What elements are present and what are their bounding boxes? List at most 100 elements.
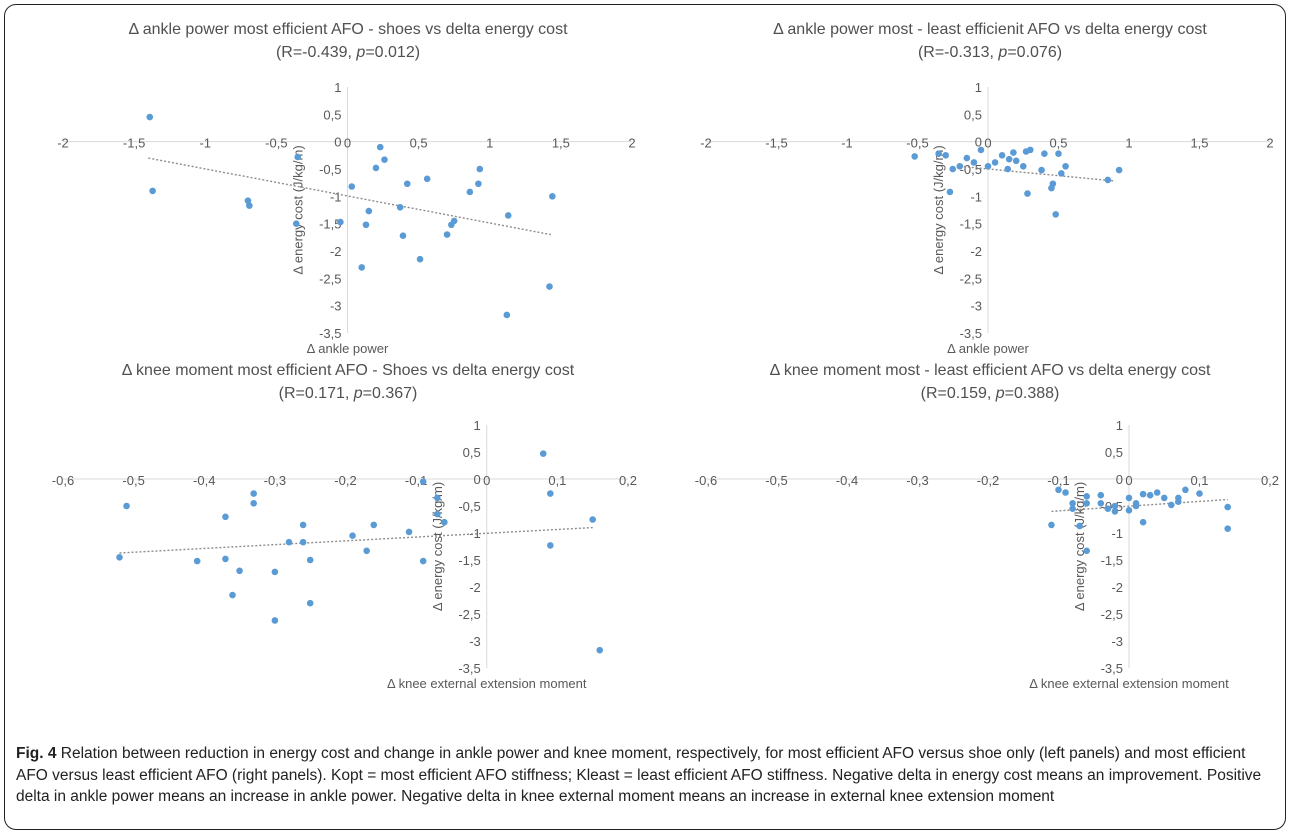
data-point — [1069, 505, 1076, 512]
data-point — [1049, 180, 1057, 188]
data-point — [1041, 150, 1048, 157]
data-point — [1139, 490, 1147, 498]
data-point — [911, 153, 918, 160]
x-tick-label: -0,5 — [765, 473, 787, 488]
data-point — [1146, 491, 1154, 499]
data-point — [306, 599, 314, 607]
x-tick-label: -0,4 — [836, 473, 858, 488]
data-point — [419, 478, 427, 486]
data-point — [1024, 190, 1031, 197]
y-tick-label: -0,5 — [319, 162, 341, 177]
data-point — [423, 175, 431, 183]
y-tick-label: 0 — [975, 135, 982, 150]
data-point — [246, 202, 253, 209]
y-tick-label: -0,5 — [960, 162, 982, 177]
data-point — [416, 255, 424, 263]
data-point — [504, 212, 512, 219]
data-point — [403, 180, 411, 188]
subtitle-part: =0.012) — [365, 44, 420, 61]
data-point — [991, 159, 999, 166]
y-tick-label: -3,5 — [458, 661, 480, 676]
data-point — [271, 568, 279, 576]
data-point — [1175, 494, 1182, 502]
data-point — [1076, 522, 1083, 530]
y-tick-label: 1 — [1116, 418, 1123, 433]
data-point — [250, 490, 257, 497]
data-point — [1111, 508, 1119, 515]
data-point — [434, 510, 441, 518]
x-tick-label: 1 — [1125, 136, 1132, 151]
data-point — [946, 188, 954, 196]
y-tick-label: -1,5 — [1101, 553, 1123, 568]
subtitle-p-symbol: p — [353, 385, 363, 402]
x-tick-label: -1 — [841, 136, 853, 151]
data-point — [1055, 150, 1062, 157]
data-point — [193, 557, 201, 565]
y-tick-label: -3 — [330, 299, 342, 314]
data-point — [149, 187, 156, 195]
y-tick-label: -3 — [970, 299, 982, 314]
data-point — [1097, 491, 1105, 499]
data-point — [146, 113, 154, 121]
y-tick-label: -1 — [1111, 526, 1123, 541]
y-tick-label: -1,5 — [960, 217, 982, 232]
y-tick-label: 1 — [474, 418, 481, 433]
data-point — [222, 513, 229, 521]
data-point — [1004, 165, 1012, 173]
x-tick-label: 1,5 — [552, 136, 570, 151]
data-point — [547, 542, 554, 549]
y-tick-label: -2 — [330, 244, 342, 259]
data-point — [1104, 176, 1112, 184]
x-tick-label: 0 — [483, 473, 490, 488]
data-point — [1058, 170, 1065, 177]
figure-frame — [4, 4, 1286, 830]
x-tick-label: 1 — [486, 136, 493, 151]
trendline — [148, 157, 552, 236]
data-point — [466, 188, 474, 196]
subtitle-part: =0.076) — [1007, 44, 1062, 61]
data-point — [1038, 166, 1045, 174]
data-point — [434, 494, 441, 502]
data-point — [441, 518, 448, 526]
subtitle-part: (R=-0.313, — [918, 44, 998, 61]
data-point — [589, 516, 596, 523]
data-point — [1097, 500, 1105, 507]
subtitle-part: (R=0.171, — [279, 385, 354, 402]
x-tick-label: -0,1 — [1047, 473, 1069, 488]
x-tick-label: 0 — [984, 136, 991, 151]
y-tick-label: -3 — [1111, 634, 1123, 649]
data-point — [503, 311, 511, 319]
data-point — [116, 554, 123, 561]
data-point — [1139, 518, 1147, 526]
data-point — [285, 538, 293, 546]
y-tick-label: -2 — [469, 580, 481, 595]
data-point — [229, 591, 236, 599]
data-point — [299, 521, 307, 529]
y-tick-label: 0,5 — [323, 107, 341, 122]
x-tick-label: -0,3 — [906, 473, 928, 488]
data-point — [1010, 149, 1017, 156]
chart-title: Δ ankle power most efficient AFO - shoes… — [128, 21, 568, 38]
data-point — [977, 146, 985, 154]
data-point — [348, 183, 356, 190]
data-point — [1083, 500, 1090, 507]
y-tick-label: -2,5 — [960, 271, 982, 286]
data-point — [475, 180, 482, 188]
x-tick-label: -0,6 — [52, 473, 74, 488]
x-tick-label: 1,5 — [1190, 136, 1208, 151]
data-point — [1125, 507, 1133, 514]
y-tick-label: -3,5 — [319, 326, 341, 341]
x-axis-label: Δ ankle power — [947, 341, 1029, 356]
y-tick-label: -1,5 — [458, 553, 480, 568]
x-tick-label: 0,1 — [1190, 473, 1208, 488]
data-point — [1196, 490, 1203, 497]
data-point — [1153, 489, 1161, 496]
x-tick-label: 0,5 — [410, 136, 428, 151]
x-tick-label: -0,5 — [122, 473, 144, 488]
data-point — [547, 490, 554, 497]
data-point — [396, 203, 404, 211]
data-point — [405, 528, 413, 536]
y-tick-label: 0 — [1116, 472, 1123, 487]
data-point — [998, 152, 1006, 159]
data-point — [1115, 166, 1123, 174]
